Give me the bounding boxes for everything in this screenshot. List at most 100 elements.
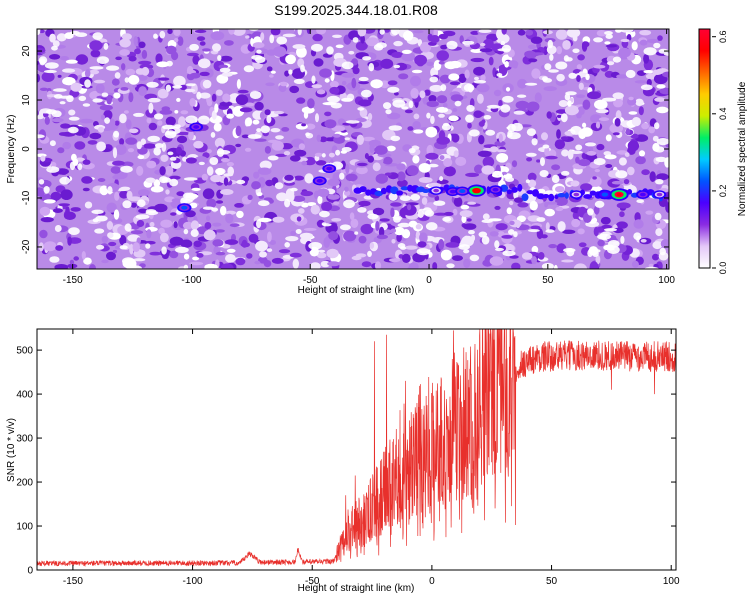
noise-blob [101,235,109,243]
noise-blob [374,145,388,155]
noise-blob [288,69,293,75]
noise-blob [385,109,392,115]
noise-blob [391,239,396,244]
noise-blob [360,34,365,44]
noise-blob [481,235,490,245]
noise-blob [182,221,194,230]
noise-blob [53,94,63,99]
noise-blob [91,209,104,214]
noise-blob [658,48,669,54]
noise-blob [214,137,225,148]
noise-blob [328,152,335,158]
noise-blob [127,148,135,153]
noise-blob [452,208,458,216]
noise-blob [272,46,287,57]
noise-blob [90,49,101,58]
noise-blob [185,115,198,124]
peak-core [601,192,609,197]
noise-blob [440,45,448,50]
noise-blob [545,222,550,232]
noise-blob [649,171,656,183]
noise-blob [140,138,146,146]
noise-blob [564,93,571,101]
noise-blob [201,173,208,181]
noise-blob [122,200,132,209]
noise-blob [108,241,117,247]
noise-blob [69,30,80,35]
noise-blob [217,150,231,155]
noise-blob [633,232,642,240]
noise-blob [465,114,474,123]
noise-blob [119,49,130,56]
noise-blob [83,257,92,265]
noise-blob [571,218,581,228]
noise-blob [463,249,470,254]
noise-blob [458,244,471,250]
noise-blob [143,143,156,149]
peak-core [573,192,580,197]
band-blob [374,190,384,197]
noise-blob [236,210,244,219]
noise-blob [37,110,40,116]
noise-blob [225,210,237,215]
noise-blob [611,180,624,185]
noise-blob [46,193,50,198]
noise-blob [82,187,90,192]
noise-blob [270,128,281,133]
noise-blob [358,235,367,244]
noise-blob [189,72,201,79]
noise-blob [458,73,467,84]
noise-blob [244,102,255,107]
noise-blob [120,87,129,91]
noise-blob [527,172,537,182]
noise-blob [57,147,65,154]
noise-blob [293,78,305,84]
noise-blob [39,229,48,239]
noise-blob [464,69,470,79]
noise-blob [612,92,624,99]
noise-blob [566,248,575,257]
noise-blob [463,201,470,206]
band-blob [532,189,539,197]
noise-blob [395,62,408,71]
noise-blob [417,241,427,248]
noise-blob [525,29,534,36]
noise-blob [228,29,235,35]
noise-blob [284,70,290,77]
noise-blob [370,79,383,89]
noise-blob [662,71,669,78]
noise-blob [212,239,224,247]
noise-blob [260,32,265,41]
noise-blob [51,45,58,51]
noise-blob [165,165,174,176]
noise-blob [39,29,45,34]
noise-blob [509,220,515,226]
noise-blob [349,212,355,220]
noise-blob [468,230,475,235]
noise-blob [398,73,409,80]
band-blob [542,194,550,199]
noise-blob [129,128,139,134]
noise-blob [53,88,67,92]
noise-blob [190,229,199,238]
noise-blob [565,57,573,62]
noise-blob [468,129,480,137]
noise-blob [548,69,559,73]
noise-blob [269,74,274,78]
noise-blob [561,170,570,176]
noise-blob [547,39,553,49]
noise-blob [656,106,669,114]
noise-blob [331,218,342,222]
noise-blob [624,152,630,158]
noise-blob [470,48,483,53]
top-y-tick-label: 10 [21,94,32,106]
noise-blob [167,29,173,35]
noise-blob [543,86,557,92]
bottom-y-tick-label: 300 [16,434,33,445]
noise-blob [317,188,330,198]
bottom-x-tick-label: -50 [305,576,320,587]
noise-blob [593,158,606,166]
bottom-y-ticks: 0 100 200 300 400 500 [16,346,676,577]
noise-blob [226,162,234,167]
noise-blob [429,84,443,92]
